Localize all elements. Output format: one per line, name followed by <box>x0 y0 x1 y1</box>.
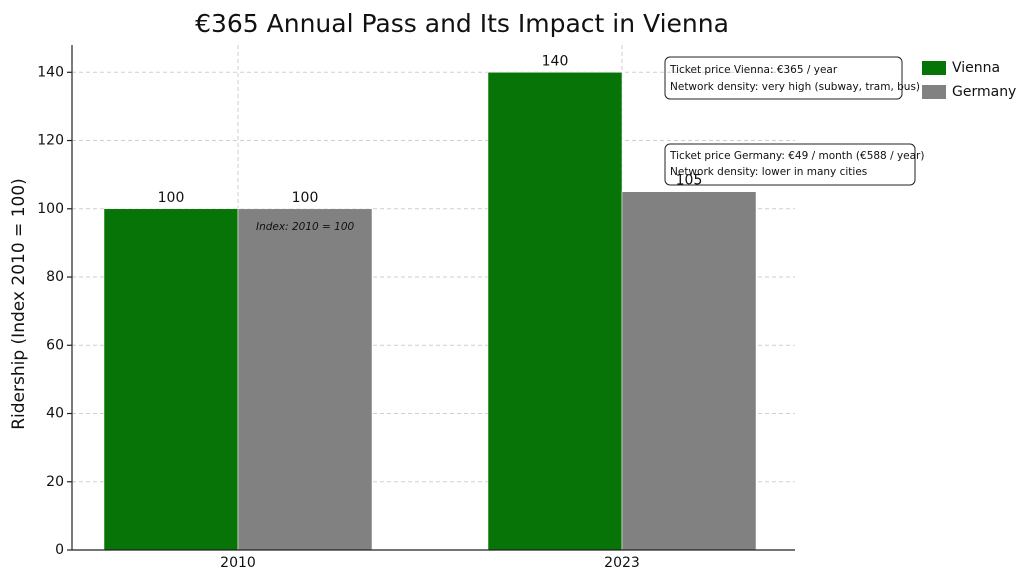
annotation-box <box>664 56 903 100</box>
annotation: Network density: very high (subway, tram… <box>670 81 920 93</box>
y-tick-label: 0 <box>55 542 64 558</box>
annotation: Index: 2010 = 100 <box>256 221 355 233</box>
value-label: 100 <box>158 190 185 206</box>
y-tick-label: 60 <box>46 337 64 353</box>
y-tick-label: 80 <box>46 269 64 285</box>
chart-title: €365 Annual Pass and Its Impact in Vienn… <box>195 9 729 38</box>
value-label: 140 <box>542 53 569 69</box>
annotation: Ticket price Germany: €49 / month (€588 … <box>669 150 924 162</box>
legend-label: Germany <box>952 84 1016 100</box>
value-label: 100 <box>292 190 319 206</box>
y-tick-label: 100 <box>37 201 64 217</box>
bar <box>103 208 239 551</box>
value-label: 105 <box>676 173 703 189</box>
x-tick-label: 2010 <box>220 555 256 571</box>
bar <box>621 191 757 551</box>
x-tick-label: 2023 <box>604 555 640 571</box>
legend-swatch <box>922 61 946 75</box>
annotation: Ticket price Vienna: €365 / year <box>669 64 838 76</box>
y-tick-label: 120 <box>37 133 64 149</box>
y-axis-label: Ridership (Index 2010 = 100) <box>9 178 29 430</box>
legend-label: Vienna <box>952 60 1000 76</box>
y-tick-label: 20 <box>46 474 64 490</box>
legend-swatch <box>922 85 946 99</box>
y-tick-label: 40 <box>46 406 64 422</box>
bar <box>237 208 373 551</box>
annotation: Network density: lower in many cities <box>670 166 867 178</box>
bar <box>487 72 623 551</box>
annotation-box <box>664 143 916 186</box>
y-tick-label: 140 <box>37 64 64 80</box>
